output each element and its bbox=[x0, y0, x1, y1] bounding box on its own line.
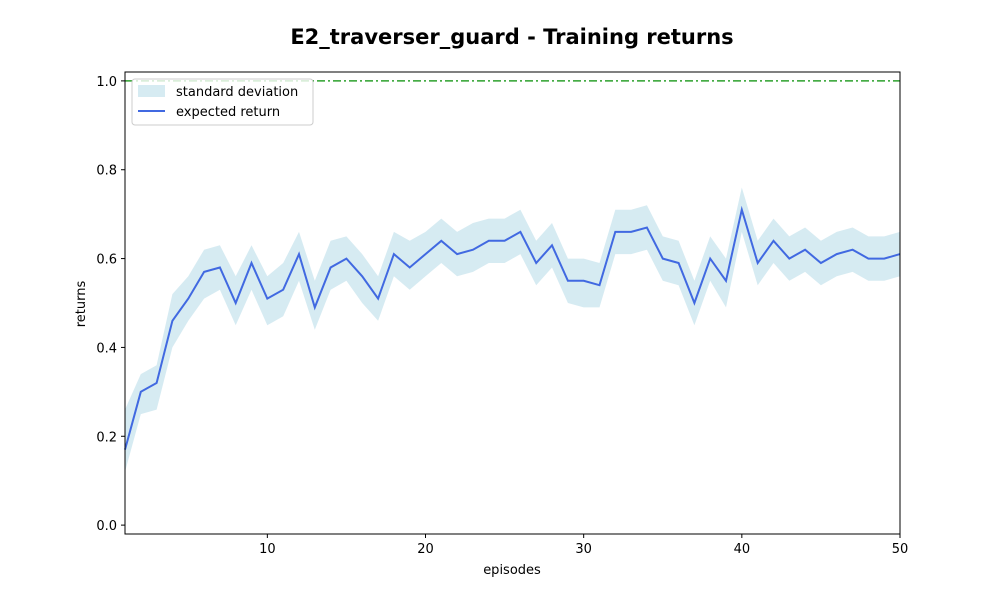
data-point bbox=[613, 230, 617, 234]
x-tick-label: 30 bbox=[575, 542, 592, 557]
data-point bbox=[487, 239, 491, 243]
data-point bbox=[455, 252, 459, 256]
data-point bbox=[202, 270, 206, 274]
data-point bbox=[424, 252, 428, 256]
x-tick-label: 40 bbox=[734, 542, 751, 557]
data-point bbox=[771, 239, 775, 243]
legend: standard deviation expected return bbox=[131, 78, 314, 126]
chart-title: E2_traverser_guard - Training returns bbox=[290, 25, 733, 49]
data-point bbox=[882, 257, 886, 261]
legend-label-line: expected return bbox=[176, 105, 280, 120]
y-tick-label: 0.6 bbox=[96, 253, 117, 268]
y-tick-label: 0.2 bbox=[96, 430, 117, 445]
data-point bbox=[265, 297, 269, 301]
data-point bbox=[360, 274, 364, 278]
data-point bbox=[740, 208, 744, 212]
data-point bbox=[835, 252, 839, 256]
data-point bbox=[344, 257, 348, 261]
expected-return-line bbox=[124, 205, 901, 450]
data-point bbox=[629, 230, 633, 234]
data-point bbox=[803, 248, 807, 252]
data-point bbox=[155, 381, 159, 385]
data-point bbox=[218, 265, 222, 269]
x-tick-label: 10 bbox=[259, 542, 276, 557]
data-point bbox=[787, 257, 791, 261]
data-point bbox=[186, 297, 190, 301]
data-point bbox=[756, 261, 760, 265]
data-point bbox=[708, 257, 712, 261]
data-point bbox=[582, 279, 586, 283]
y-axis-ticks: 0.0 0.2 0.4 0.6 0.8 1.0 bbox=[96, 75, 125, 534]
data-point bbox=[250, 261, 254, 265]
x-tick-label: 50 bbox=[892, 542, 909, 557]
data-point bbox=[281, 288, 285, 292]
data-point bbox=[139, 390, 143, 394]
legend-label-band: standard deviation bbox=[176, 85, 298, 100]
plot-area bbox=[124, 80, 901, 472]
data-point bbox=[819, 261, 823, 265]
data-point bbox=[851, 248, 855, 252]
data-point bbox=[234, 301, 238, 305]
data-point bbox=[597, 283, 601, 287]
data-point bbox=[661, 257, 665, 261]
data-point bbox=[534, 261, 538, 265]
data-point bbox=[645, 225, 649, 229]
data-point bbox=[392, 252, 396, 256]
data-point bbox=[313, 305, 317, 309]
axes-frame bbox=[124, 71, 901, 535]
data-point bbox=[677, 261, 681, 265]
legend-box bbox=[131, 78, 314, 126]
legend-swatch-band bbox=[138, 85, 165, 97]
x-axis-label: episodes bbox=[483, 563, 541, 578]
y-tick-label: 1.0 bbox=[96, 75, 117, 90]
data-point bbox=[376, 297, 380, 301]
data-point bbox=[170, 319, 174, 323]
data-point bbox=[724, 279, 728, 283]
data-point bbox=[297, 252, 301, 256]
y-axis-label: returns bbox=[74, 281, 89, 328]
data-point bbox=[439, 239, 443, 243]
data-point bbox=[518, 230, 522, 234]
x-tick-label: 20 bbox=[417, 542, 434, 557]
data-point bbox=[692, 301, 696, 305]
data-point bbox=[566, 279, 570, 283]
data-point bbox=[329, 265, 333, 269]
data-point bbox=[471, 248, 475, 252]
data-point bbox=[408, 265, 412, 269]
std-band bbox=[125, 187, 900, 472]
y-tick-label: 0.4 bbox=[96, 341, 117, 356]
data-point bbox=[866, 257, 870, 261]
x-axis-ticks: 10 20 30 40 50 bbox=[259, 534, 908, 557]
y-tick-label: 0.8 bbox=[96, 164, 117, 179]
y-tick-label: 0.0 bbox=[96, 519, 117, 534]
data-point bbox=[503, 239, 507, 243]
data-point bbox=[550, 243, 554, 247]
